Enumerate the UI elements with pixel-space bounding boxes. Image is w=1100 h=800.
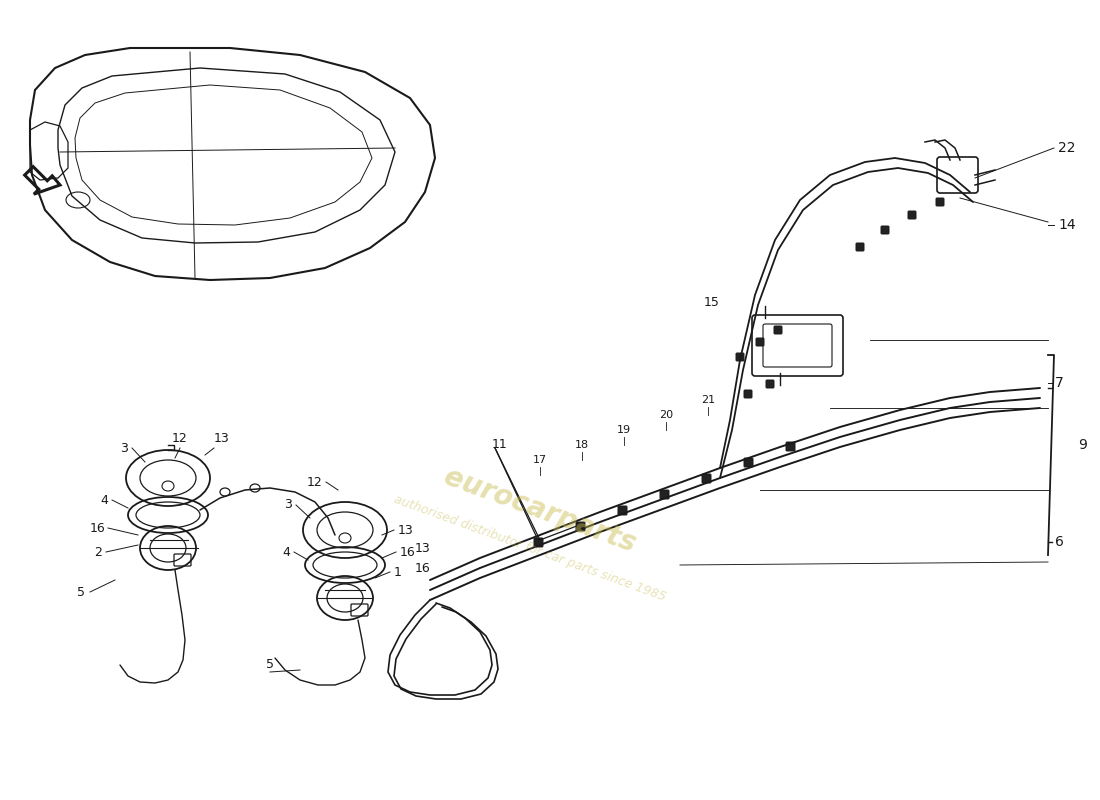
FancyBboxPatch shape xyxy=(744,458,754,467)
Text: 9: 9 xyxy=(1078,438,1087,452)
FancyBboxPatch shape xyxy=(774,326,782,334)
Text: 19: 19 xyxy=(617,425,631,435)
Text: eurocarparts: eurocarparts xyxy=(440,462,640,558)
Text: 3: 3 xyxy=(284,498,292,511)
FancyBboxPatch shape xyxy=(702,474,711,483)
FancyBboxPatch shape xyxy=(660,490,669,499)
Text: 3: 3 xyxy=(120,442,128,454)
FancyBboxPatch shape xyxy=(736,353,744,361)
FancyBboxPatch shape xyxy=(766,380,774,388)
Text: 13: 13 xyxy=(415,542,431,554)
Text: 17: 17 xyxy=(532,455,547,465)
Text: 13: 13 xyxy=(398,523,414,537)
FancyBboxPatch shape xyxy=(936,198,944,206)
Text: 20: 20 xyxy=(659,410,673,420)
FancyBboxPatch shape xyxy=(908,211,916,219)
Text: 11: 11 xyxy=(492,438,508,450)
Text: 16: 16 xyxy=(400,546,416,558)
Text: 12: 12 xyxy=(172,432,188,445)
Text: 13: 13 xyxy=(214,432,230,445)
Text: 18: 18 xyxy=(575,440,590,450)
FancyBboxPatch shape xyxy=(881,226,889,234)
Text: 4: 4 xyxy=(100,494,108,506)
FancyBboxPatch shape xyxy=(856,243,864,251)
Polygon shape xyxy=(24,166,60,194)
FancyBboxPatch shape xyxy=(756,338,764,346)
Text: 6: 6 xyxy=(1055,535,1064,549)
FancyBboxPatch shape xyxy=(576,522,585,531)
Text: 21: 21 xyxy=(701,395,715,405)
Text: 14: 14 xyxy=(1058,218,1076,232)
Text: 2: 2 xyxy=(95,546,102,558)
Text: 4: 4 xyxy=(282,546,290,558)
Text: 5: 5 xyxy=(77,586,85,598)
FancyBboxPatch shape xyxy=(618,506,627,515)
Text: 16: 16 xyxy=(415,562,431,574)
Text: 12: 12 xyxy=(306,475,322,489)
FancyBboxPatch shape xyxy=(744,390,752,398)
Text: 1: 1 xyxy=(394,566,402,578)
Text: authorised distributor for car parts since 1985: authorised distributor for car parts sin… xyxy=(393,493,668,603)
Text: 16: 16 xyxy=(89,522,104,534)
Text: 7: 7 xyxy=(1055,376,1064,390)
FancyBboxPatch shape xyxy=(534,538,543,547)
Text: 5: 5 xyxy=(266,658,274,671)
FancyBboxPatch shape xyxy=(786,442,795,451)
Text: 22: 22 xyxy=(1058,141,1076,155)
Text: 15: 15 xyxy=(704,295,719,309)
